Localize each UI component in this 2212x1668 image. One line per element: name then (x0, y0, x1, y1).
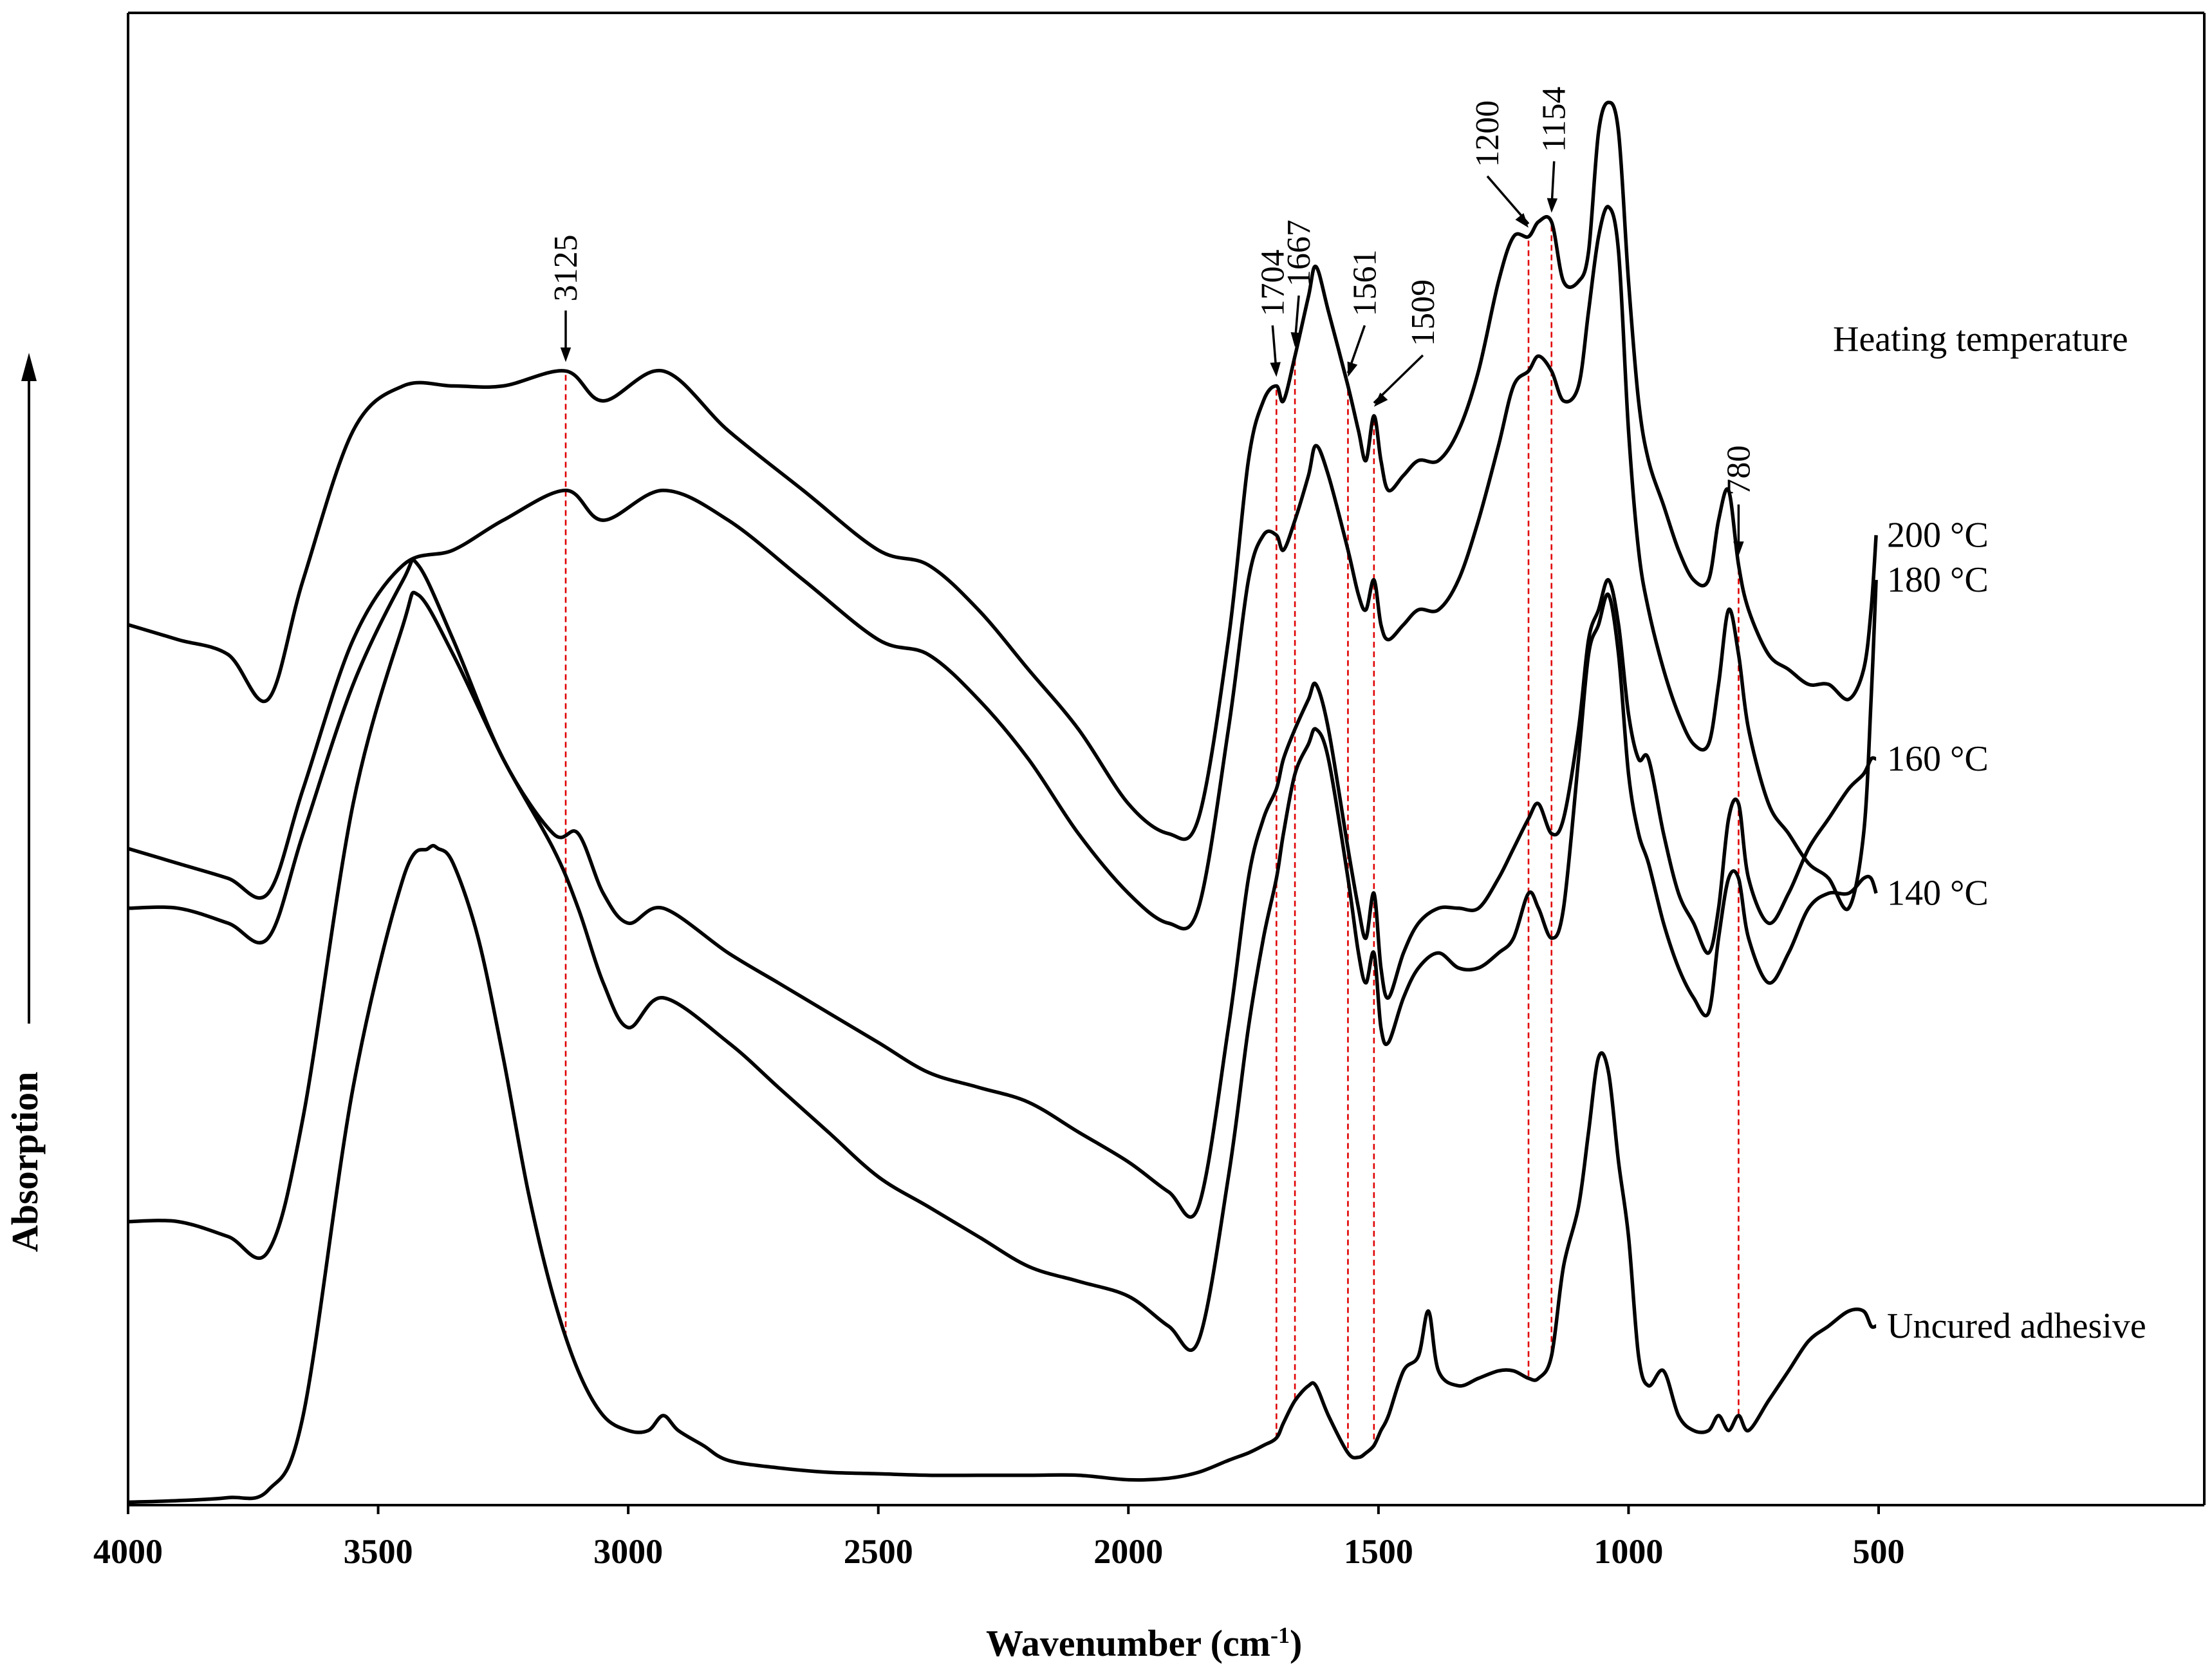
series-label-140-c: 140 °C (1887, 874, 1989, 914)
y-axis-title: Absorption (4, 1072, 46, 1252)
series-line-180-c (127, 205, 1878, 931)
x-axis-title-superscript: -1 (1270, 1622, 1290, 1648)
y-axis-arrowhead (21, 353, 37, 381)
peak-arrowhead-3125 (560, 347, 572, 362)
series-line-200-c (127, 100, 1878, 841)
series-label-160-c: 160 °C (1887, 739, 1989, 779)
series-label-180-c: 180 °C (1887, 560, 1989, 600)
peak-label-1561: 1561 (1346, 250, 1383, 317)
x-tick-label-2000: 2000 (1093, 1532, 1163, 1571)
peak-label-3125: 3125 (548, 234, 584, 301)
peak-arrowhead-780 (1733, 541, 1744, 556)
y-axis-title-group: Absorption (4, 353, 46, 1252)
peak-marker-lines (564, 225, 1740, 1453)
x-tick-label-1500: 1500 (1344, 1532, 1413, 1571)
x-axis-title-main: Wavenumber (cm (986, 1622, 1270, 1664)
peak-arrowhead-1154 (1547, 198, 1558, 213)
spectra (127, 100, 1878, 1504)
peak-label-1704: 1704 (1254, 250, 1291, 317)
peak-arrowhead-1704 (1270, 362, 1281, 377)
x-tick-label-3500: 3500 (344, 1532, 413, 1571)
x-tick-label-4000: 4000 (93, 1532, 163, 1571)
x-tick-label-3000: 3000 (593, 1532, 663, 1571)
legend-title: Heating temperature (1833, 319, 2128, 359)
peak-arrowhead-1561 (1347, 361, 1358, 377)
x-axis-title: Wavenumber (cm-1) (986, 1622, 1302, 1664)
series-label-200-c: 200 °C (1887, 515, 1989, 555)
peak-label-1667: 1667 (1281, 220, 1317, 286)
peak-arrowhead-1200 (1515, 212, 1529, 228)
series-line-uncured-adhesive (127, 843, 1877, 1504)
series-line-160-c (127, 558, 1877, 1219)
x-tick-label-1000: 1000 (1594, 1532, 1663, 1571)
peak-label-780: 780 (1720, 445, 1757, 496)
x-axis-ticks: 4000 3500 3000 2500 2000 1500 1000 500 (93, 1505, 1905, 1571)
peak-label-1200: 1200 (1469, 100, 1506, 167)
series-label-uncured-adhesive: Uncured adhesive (1887, 1306, 2146, 1346)
series-line-140-c (127, 590, 1878, 1353)
peak-label-1154: 1154 (1536, 86, 1573, 152)
series-labels: 200 °C 180 °C 160 °C 140 °C Uncured adhesive (1887, 515, 2146, 1346)
peak-arrowhead-1667 (1290, 332, 1301, 348)
peak-label-1509: 1509 (1405, 279, 1442, 346)
x-tick-label-500: 500 (1853, 1532, 1905, 1571)
peak-arrowhead-1509 (1373, 392, 1388, 407)
x-tick-label-2500: 2500 (844, 1532, 913, 1571)
x-axis-title-suffix: ) (1290, 1622, 1302, 1664)
